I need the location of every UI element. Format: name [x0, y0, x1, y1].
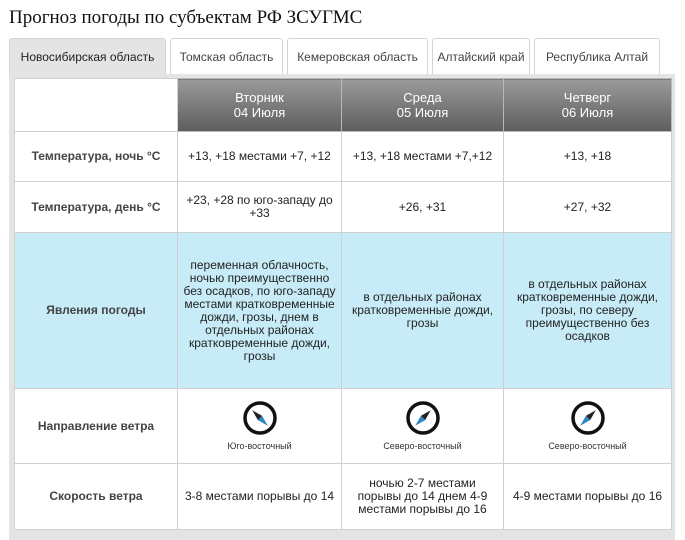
page-title: Прогноз погоды по субъектам РФ ЗСУГМС: [9, 7, 363, 28]
day-weekday: Четверг: [563, 90, 612, 105]
day-header: Среда 05 Июля: [341, 78, 504, 132]
wind-dir-label: Северо-восточный: [548, 440, 627, 451]
wind-dir-cell: Юго-восточный: [177, 388, 342, 464]
wind-speed-value: 3-8 местами порывы до 14: [177, 463, 342, 530]
row-label-night-temp: Температура, ночь °C: [14, 131, 178, 182]
row-label-phenomena: Явления погоды: [14, 232, 178, 389]
day-weekday: Среда: [403, 90, 442, 105]
wind-dir-cell: Северо-восточный: [503, 388, 672, 464]
table-row: Температура, ночь °C +13, +18 местами +7…: [14, 131, 672, 182]
table-row: Скорость ветра 3-8 местами порывы до 14 …: [14, 463, 672, 530]
wind-dir-cell: Северо-восточный: [341, 388, 504, 464]
night-temp-value: +13, +18 местами +7,+12: [341, 131, 504, 182]
phenomena-value: переменная облачность, ночью преимуществ…: [177, 232, 342, 389]
night-temp-value: +13, +18 местами +7, +12: [177, 131, 342, 182]
day-date: 06 Июля: [561, 105, 614, 120]
night-temp-value: +13, +18: [503, 131, 672, 182]
day-header: Вторник 04 Июля: [177, 78, 342, 132]
compass-icon: [405, 400, 440, 435]
day-date: 04 Июля: [233, 105, 286, 120]
tab-altai-krai[interactable]: Алтайский край: [432, 38, 530, 74]
day-temp-value: +26, +31: [341, 181, 504, 233]
forecast-table: Вторник 04 Июля Среда 05 Июля Четверг 06…: [14, 78, 672, 530]
row-label-wind-dir: Направление ветра: [14, 388, 178, 464]
region-tabs: Новосибирская область Томская область Ке…: [9, 38, 660, 74]
row-label-day-temp: Температура, день °C: [14, 181, 178, 233]
table-row: Явления погоды переменная облачность, но…: [14, 232, 672, 389]
day-header: Четверг 06 Июля: [503, 78, 672, 132]
wind-dir-label: Юго-восточный: [227, 440, 292, 451]
table-header-row: Вторник 04 Июля Среда 05 Июля Четверг 06…: [14, 78, 672, 132]
day-date: 05 Июля: [396, 105, 449, 120]
table-corner: [14, 78, 178, 132]
wind-speed-value: 4-9 местами порывы до 16: [503, 463, 672, 530]
table-row: Температура, день °C +23, +28 по юго-зап…: [14, 181, 672, 233]
phenomena-value: в отдельных районах кратковременные дожд…: [503, 232, 672, 389]
day-temp-value: +23, +28 по юго-западу до +33: [177, 181, 342, 233]
day-weekday: Вторник: [235, 90, 284, 105]
tab-altai-republic[interactable]: Республика Алтай: [534, 38, 660, 74]
wind-speed-value: ночью 2-7 местами порывы до 14 днем 4-9 …: [341, 463, 504, 530]
tab-novosibirsk[interactable]: Новосибирская область: [9, 38, 166, 74]
row-label-wind-speed: Скорость ветра: [14, 463, 178, 530]
tab-kemerovo[interactable]: Кемеровская область: [287, 38, 428, 74]
wind-dir-label: Северо-восточный: [383, 440, 462, 451]
table-row: Направление ветра Юго-восточный: [14, 388, 672, 464]
compass-icon: [242, 400, 277, 435]
tab-tomsk[interactable]: Томская область: [170, 38, 283, 74]
compass-icon: [570, 400, 605, 435]
phenomena-value: в отдельных районах кратковременные дожд…: [341, 232, 504, 389]
forecast-panel: Вторник 04 Июля Среда 05 Июля Четверг 06…: [9, 74, 675, 540]
day-temp-value: +27, +32: [503, 181, 672, 233]
